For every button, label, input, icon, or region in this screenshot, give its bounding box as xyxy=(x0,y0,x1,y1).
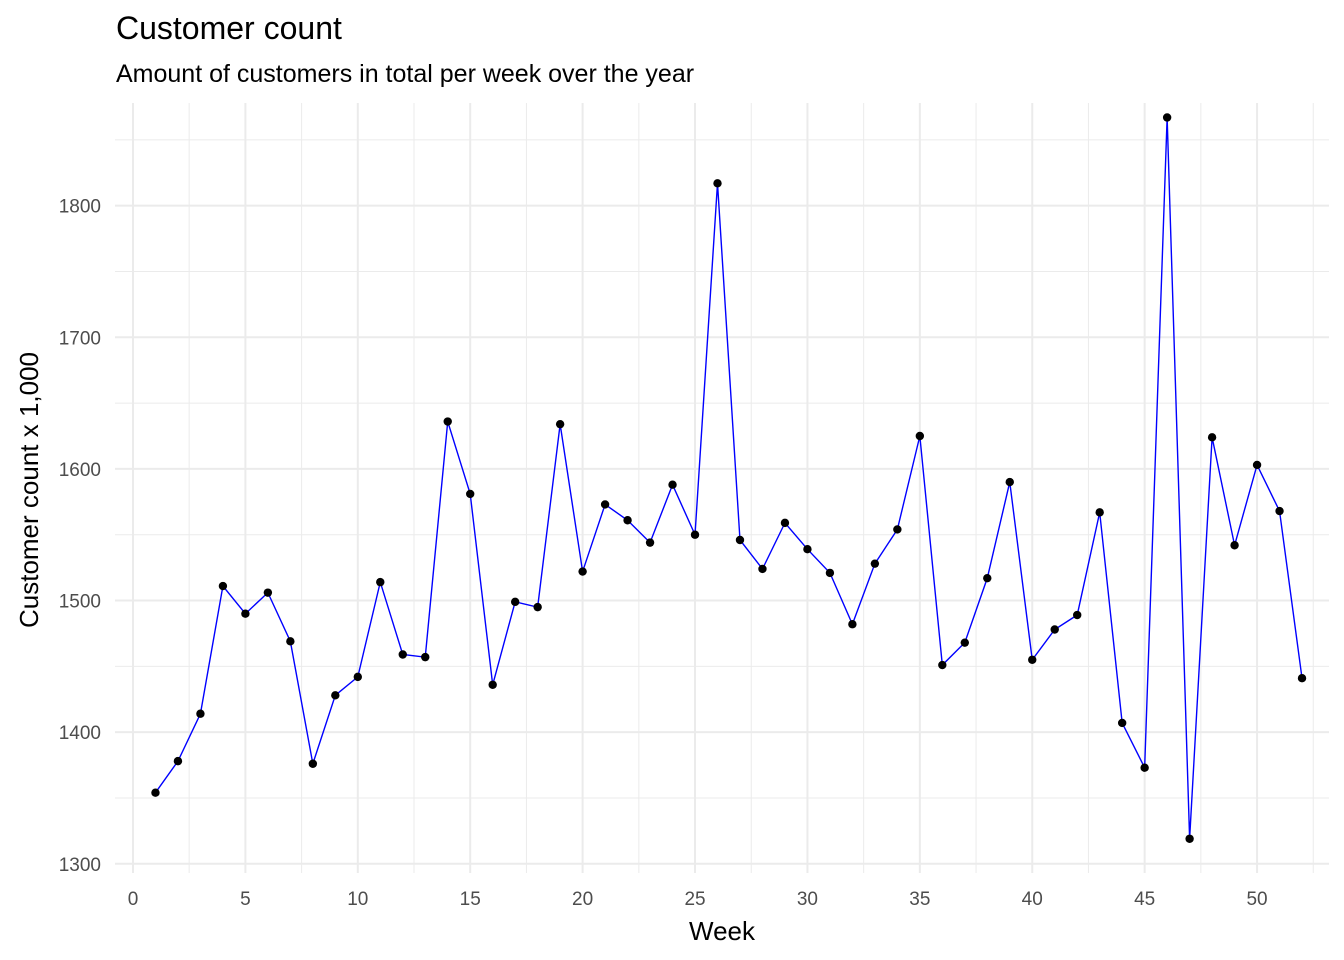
series-line xyxy=(154,117,1303,839)
data-point xyxy=(488,680,497,689)
y-tick-label: 1300 xyxy=(59,855,101,876)
data-point xyxy=(173,756,183,766)
x-tick-label: 15 xyxy=(460,889,481,910)
x-axis-title: Week xyxy=(689,916,756,946)
x-tick-label: 10 xyxy=(347,889,368,910)
data-point xyxy=(1207,433,1217,442)
data-point xyxy=(1252,460,1262,470)
x-tick-label: 0 xyxy=(128,889,139,910)
x-tick-label: 5 xyxy=(240,889,251,910)
data-point xyxy=(218,581,228,591)
x-tick-label: 50 xyxy=(1246,889,1267,910)
major-gridlines xyxy=(115,103,1329,873)
data-point xyxy=(848,620,857,629)
data-point xyxy=(1230,541,1239,550)
data-point xyxy=(241,609,250,618)
data-point xyxy=(960,638,969,647)
data-point xyxy=(983,573,992,583)
x-tick-label: 45 xyxy=(1134,889,1155,910)
data-point xyxy=(938,660,947,670)
chart-title: Customer count xyxy=(116,10,342,46)
x-axis-ticks: 0 5 10 15 20 25 30 35 40 45 50 xyxy=(128,889,1268,910)
data-point xyxy=(555,419,565,429)
data-point xyxy=(623,516,632,525)
y-axis-title: Customer count x 1,000 xyxy=(14,352,44,628)
data-point xyxy=(376,577,385,587)
x-tick-label: 30 xyxy=(797,889,818,910)
data-point xyxy=(1185,834,1194,843)
data-point xyxy=(398,650,407,659)
x-tick-label: 40 xyxy=(1022,889,1043,910)
data-point xyxy=(533,602,542,612)
data-point xyxy=(735,535,745,545)
data-point xyxy=(196,709,205,718)
y-tick-label: 1600 xyxy=(59,460,101,481)
data-point xyxy=(1162,113,1172,122)
data-point xyxy=(1140,763,1149,772)
data-point xyxy=(151,788,160,797)
data-point xyxy=(713,179,722,188)
data-point xyxy=(690,530,700,539)
data-point xyxy=(466,489,475,499)
y-tick-label: 1500 xyxy=(59,592,101,613)
data-point xyxy=(758,564,767,574)
data-point xyxy=(668,480,677,489)
data-point xyxy=(1095,508,1104,517)
data-point xyxy=(600,500,610,509)
data-point xyxy=(1073,610,1082,620)
minor-gridlines xyxy=(115,103,1329,873)
chart-subtitle: Amount of customers in total per week ov… xyxy=(116,60,695,88)
data-point xyxy=(353,672,362,682)
data-point xyxy=(331,691,340,700)
data-point xyxy=(893,525,902,534)
data-point xyxy=(1028,655,1037,664)
data-point xyxy=(443,417,452,426)
data-point xyxy=(286,637,295,646)
x-tick-label: 20 xyxy=(572,889,593,910)
x-tick-label: 25 xyxy=(684,889,705,910)
data-point xyxy=(803,545,812,554)
data-point xyxy=(1297,673,1307,683)
data-point xyxy=(915,431,925,441)
y-tick-label: 1700 xyxy=(59,328,101,349)
data-point xyxy=(780,518,790,528)
data-point xyxy=(1117,718,1127,728)
data-point xyxy=(510,597,520,607)
y-tick-label: 1800 xyxy=(59,197,101,218)
data-point xyxy=(825,568,835,578)
series-group xyxy=(151,113,1307,843)
data-point xyxy=(1275,506,1284,516)
data-point xyxy=(421,652,430,662)
data-point xyxy=(578,567,587,576)
data-point xyxy=(263,588,273,597)
data-point xyxy=(308,759,318,768)
data-point xyxy=(1050,625,1059,634)
data-point xyxy=(870,559,880,568)
data-point xyxy=(1005,477,1014,487)
y-tick-label: 1400 xyxy=(59,723,101,744)
x-tick-label: 35 xyxy=(909,889,930,910)
data-point xyxy=(645,538,655,547)
y-axis-ticks: 1300 1400 1500 1600 1700 1800 xyxy=(59,197,101,876)
